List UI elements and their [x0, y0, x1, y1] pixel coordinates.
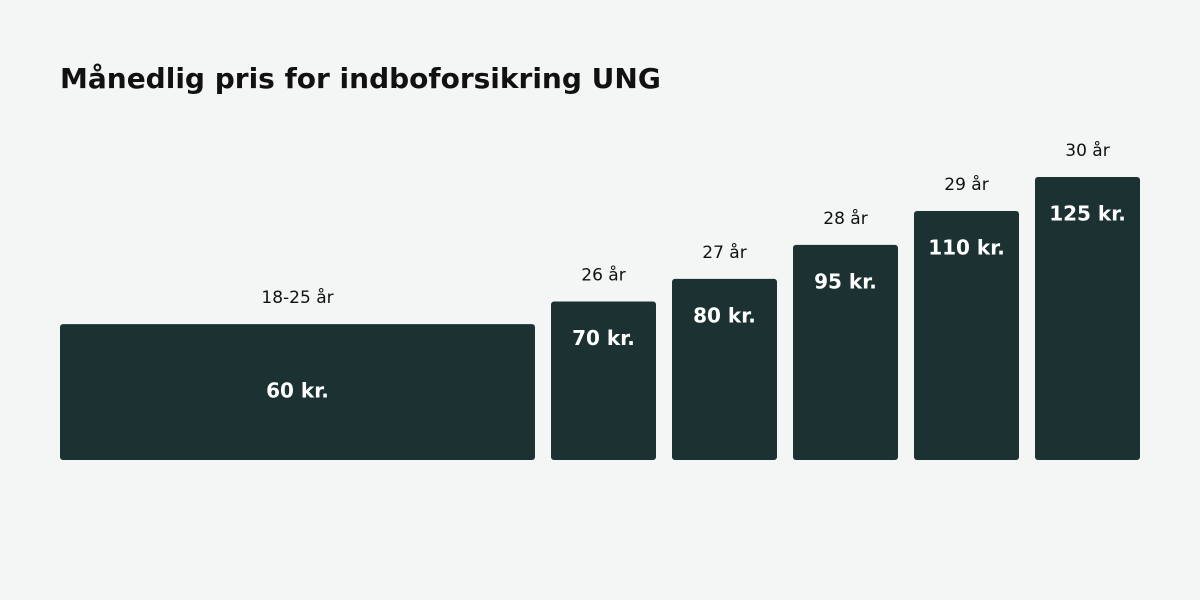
category-label: 30 år — [1065, 140, 1109, 161]
category-label: 18-25 år — [261, 287, 333, 308]
category-label: 28 år — [823, 208, 867, 229]
value-label: 80 kr. — [693, 303, 756, 327]
value-label: 70 kr. — [572, 326, 635, 350]
value-label: 95 kr. — [814, 269, 877, 293]
category-label: 26 år — [581, 265, 625, 286]
bar — [793, 244, 898, 460]
bar — [672, 278, 777, 460]
category-label: 29 år — [944, 174, 988, 195]
category-label: 27 år — [702, 242, 746, 263]
bar — [914, 210, 1019, 460]
chart-title: Månedlig pris for indboforsikring UNG — [60, 62, 661, 95]
value-label: 60 kr. — [266, 379, 329, 403]
value-label: 125 kr. — [1049, 202, 1126, 226]
value-label: 110 kr. — [928, 235, 1005, 259]
bar — [1035, 177, 1140, 460]
bar — [60, 324, 535, 460]
bar — [551, 301, 656, 460]
